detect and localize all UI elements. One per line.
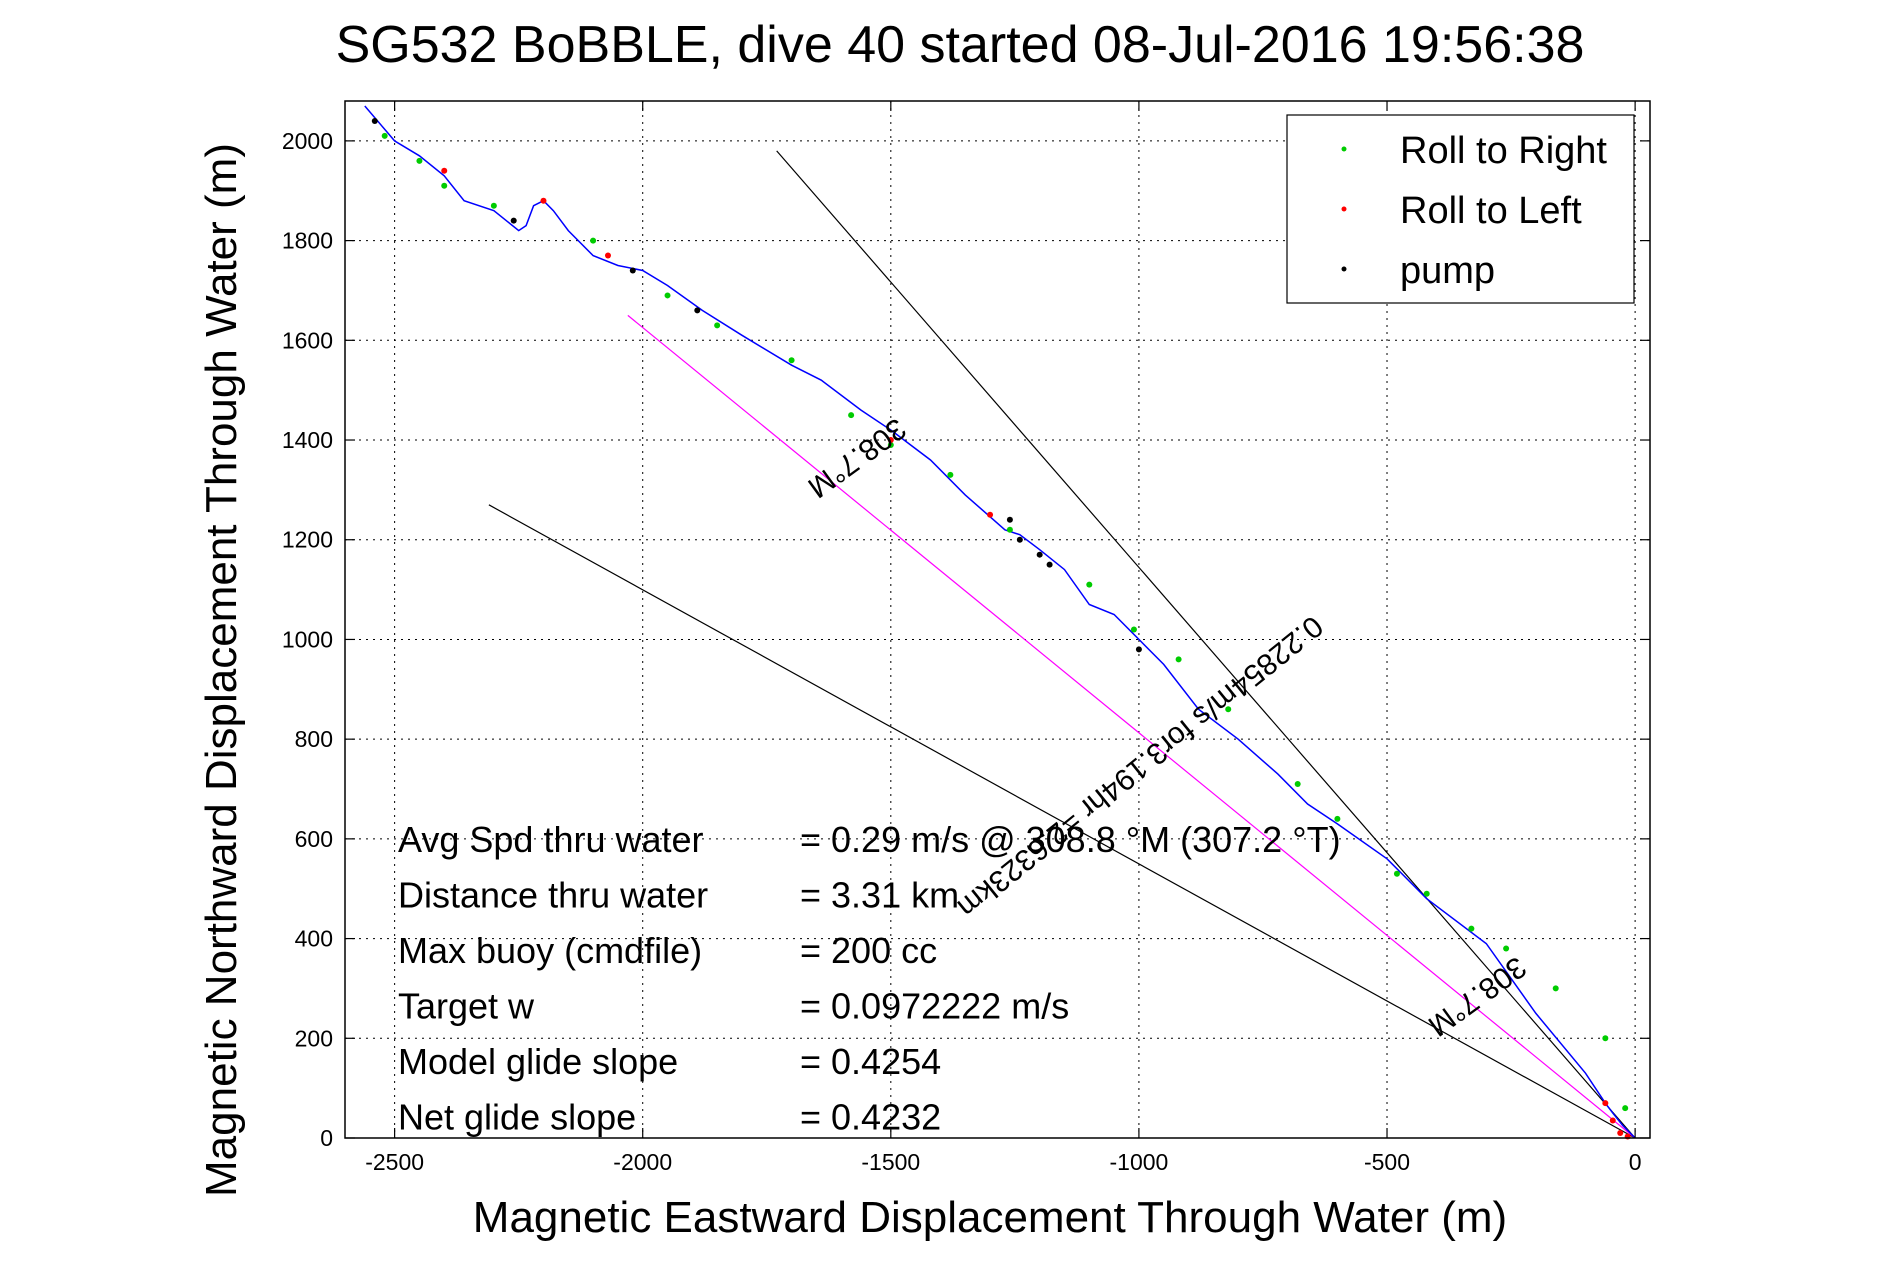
- y-tick-label: 200: [295, 1025, 333, 1051]
- x-tick-label: -2500: [365, 1149, 424, 1175]
- pump-point: [694, 307, 701, 314]
- dive-track-line: [364, 105, 1636, 1139]
- legend-label: Roll to Right: [1400, 130, 1607, 172]
- roll-to-left-point: [1617, 1130, 1624, 1137]
- roll-to-left-point: [1602, 1100, 1609, 1107]
- roll-to-right-point: [788, 357, 795, 364]
- pump-point: [1016, 536, 1023, 543]
- roll-to-left-point: [987, 511, 994, 518]
- y-tick-label: 600: [295, 826, 333, 852]
- tick-layer: -2500 -2000 -1500 -1000 -500 0 0 200 400 600 800 10…: [282, 101, 1650, 1175]
- roll-to-right-point: [848, 412, 855, 419]
- reference-line: [488, 504, 1636, 1139]
- roll-to-right-point: [416, 157, 423, 164]
- stat-value: = 0.29 m/s @ 308.8 °M (307.2 °T): [800, 819, 1341, 860]
- reference-lines: [488, 150, 1636, 1139]
- roll-to-left-point: [540, 197, 547, 204]
- roll-to-right-point: [490, 202, 497, 209]
- track-layer: [364, 105, 1636, 1139]
- plot-frame: [344, 100, 1651, 1139]
- legend-marker: [1341, 206, 1347, 212]
- pump-point: [1135, 646, 1142, 653]
- roll-to-right-point: [1130, 626, 1137, 633]
- roll-to-right-point: [381, 132, 388, 139]
- roll-to-right-point: [887, 442, 894, 449]
- pump-point: [1036, 551, 1043, 558]
- roll-to-right-point: [1552, 985, 1559, 992]
- roll-to-right-point: [1423, 890, 1430, 897]
- x-tick-label: -2000: [613, 1149, 672, 1175]
- stat-value: = 0.0972222 m/s: [800, 986, 1069, 1027]
- y-tick-label: 1000: [282, 626, 333, 652]
- roll-to-right-point: [714, 322, 721, 329]
- stat-value: = 200 cc: [800, 930, 937, 971]
- x-axis-label: Magnetic Eastward Displacement Through W…: [473, 1193, 1507, 1242]
- pump-point: [1006, 516, 1013, 523]
- roll-to-right-point: [1006, 526, 1013, 533]
- stat-label: Net glide slope: [398, 1097, 636, 1138]
- roll-to-right-point: [1503, 945, 1510, 952]
- roll-to-right-point: [1175, 656, 1182, 663]
- stat-value: = 0.4232: [800, 1097, 941, 1138]
- y-tick-label: 1400: [282, 427, 333, 453]
- stat-value: = 3.31 km: [800, 875, 959, 916]
- x-tick-label: -1500: [861, 1149, 920, 1175]
- reference-line: [776, 150, 1636, 1139]
- marker-layer: [371, 117, 1631, 1140]
- roll-to-right-point: [441, 182, 448, 189]
- legend-marker: [1341, 266, 1347, 272]
- pump-point: [371, 117, 378, 124]
- roll-to-right-point: [1602, 1035, 1609, 1042]
- y-tick-label: 1600: [282, 327, 333, 353]
- pump-point: [1046, 561, 1053, 568]
- roll-to-left-point: [887, 437, 894, 444]
- stat-label: Distance thru water: [398, 875, 708, 916]
- roll-to-right-point: [1294, 781, 1301, 788]
- roll-to-right-point: [1393, 870, 1400, 877]
- roll-to-right-point: [1225, 706, 1232, 713]
- y-tick-label: 1800: [282, 228, 333, 254]
- roll-to-right-point: [947, 471, 954, 478]
- legend-label: Roll to Left: [1400, 190, 1582, 232]
- y-tick-label: 0: [320, 1125, 333, 1151]
- y-tick-label: 400: [295, 926, 333, 952]
- stat-value: = 0.4254: [800, 1041, 941, 1082]
- legend: Roll to Right Roll to Left pump: [1286, 114, 1635, 304]
- reference-line: [627, 314, 1636, 1139]
- roll-to-right-point: [1468, 925, 1475, 932]
- roll-to-right-point: [1622, 1105, 1629, 1112]
- stat-label: Max buoy (cmdfile): [398, 930, 702, 971]
- y-tick-label: 1200: [282, 527, 333, 553]
- roll-to-left-point: [604, 252, 611, 259]
- roll-to-right-point: [590, 237, 597, 244]
- pump-point: [510, 217, 517, 224]
- legend-label: pump: [1400, 250, 1495, 292]
- y-tick-label: 800: [295, 726, 333, 752]
- y-tick-label: 2000: [282, 128, 333, 154]
- x-tick-label: -1000: [1110, 1149, 1169, 1175]
- y-axis-label: Magnetic Northward Displacement Through …: [197, 143, 246, 1197]
- chart-title: SG532 BoBBLE, dive 40 started 08-Jul-201…: [336, 16, 1585, 74]
- stat-label: Model glide slope: [398, 1041, 678, 1082]
- roll-to-right-point: [1334, 815, 1341, 822]
- x-tick-label: 0: [1629, 1149, 1642, 1175]
- pump-point: [629, 267, 636, 274]
- roll-to-left-point: [1609, 1117, 1616, 1124]
- stats-layer: Avg Spd thru water = 0.29 m/s @ 308.8 °M …: [398, 819, 1341, 1138]
- roll-to-right-point: [664, 292, 671, 299]
- stat-label: Target w: [398, 986, 535, 1027]
- stat-label: Avg Spd thru water: [398, 819, 704, 860]
- roll-to-left-point: [441, 167, 448, 174]
- x-tick-label: -500: [1364, 1149, 1410, 1175]
- legend-marker: [1341, 146, 1347, 152]
- roll-to-right-point: [1086, 581, 1093, 588]
